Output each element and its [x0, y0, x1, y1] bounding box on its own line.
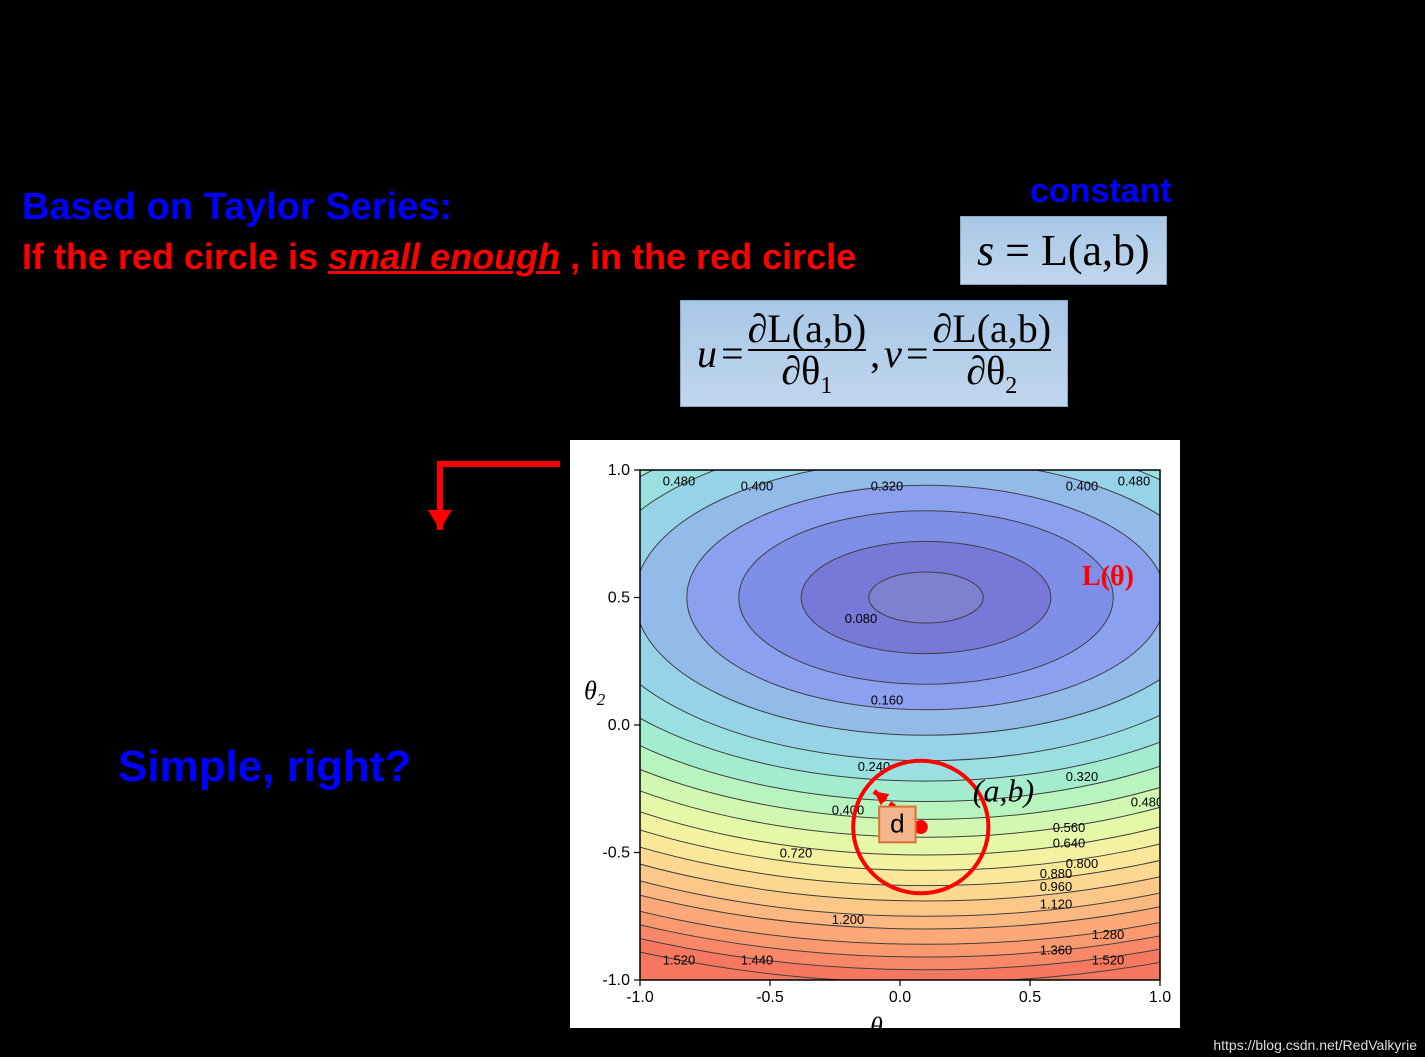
- red-arrow-down-icon: [400, 450, 580, 570]
- svg-text:L(θ): L(θ): [1082, 561, 1134, 592]
- red-sentence: If the red circle is small enough , in t…: [22, 236, 856, 278]
- svg-text:1.520: 1.520: [1092, 953, 1125, 968]
- eq-uv-box: u = ∂L(a,b) ∂θ1 , v = ∂L(a,b) ∂θ2: [680, 300, 1068, 407]
- svg-text:d: d: [890, 808, 904, 838]
- red-sentence-post: , in the red circle: [570, 236, 856, 277]
- eq-s-func: L: [1041, 226, 1068, 275]
- contour-svg: 0.0800.1600.2400.3200.3200.4000.4000.400…: [570, 440, 1180, 1028]
- svg-text:-0.5: -0.5: [602, 845, 630, 862]
- eq-u-lhs: u: [697, 330, 717, 377]
- constant-label: constant: [1030, 172, 1172, 211]
- simple-right-text: Simple, right?: [118, 742, 411, 792]
- eq-v-num-func: ∂L: [933, 306, 977, 351]
- svg-text:0.560: 0.560: [1053, 820, 1086, 835]
- svg-text:(a,b): (a,b): [973, 773, 1034, 809]
- svg-text:0.320: 0.320: [871, 478, 904, 493]
- eq-u-frac: ∂L(a,b) ∂θ1: [748, 309, 867, 398]
- eq-s-box: s = L(a,b): [960, 216, 1167, 285]
- svg-text:0.640: 0.640: [1053, 835, 1086, 850]
- svg-text:-0.5: -0.5: [756, 989, 784, 1006]
- eq-v-den: ∂θ: [966, 348, 1005, 393]
- eq-s-lhs: s: [977, 226, 994, 275]
- svg-text:0.720: 0.720: [780, 846, 813, 861]
- svg-text:0.400: 0.400: [741, 478, 774, 493]
- eq-u-num-args: (a,b): [792, 306, 866, 351]
- svg-text:0.0: 0.0: [608, 717, 630, 734]
- eq-v-frac: ∂L(a,b) ∂θ2: [933, 309, 1052, 398]
- xlabel: θ: [870, 1012, 883, 1042]
- eq-v-lhs: v: [884, 330, 902, 377]
- svg-text:1.280: 1.280: [1092, 927, 1125, 942]
- svg-text:-1.0: -1.0: [626, 989, 654, 1006]
- svg-text:0.5: 0.5: [1019, 989, 1041, 1006]
- svg-text:1.360: 1.360: [1040, 943, 1073, 958]
- eq-v-den-sub: 2: [1005, 373, 1017, 399]
- eq-v-num-args: (a,b): [977, 306, 1051, 351]
- svg-text:0.5: 0.5: [608, 590, 630, 607]
- eq-u-den: ∂θ: [781, 348, 820, 393]
- svg-text:1.200: 1.200: [832, 912, 865, 927]
- heading-taylor: Based on Taylor Series:: [22, 186, 452, 229]
- svg-text:0.0: 0.0: [889, 989, 911, 1006]
- svg-text:0.400: 0.400: [1066, 478, 1099, 493]
- svg-text:0.480: 0.480: [663, 473, 696, 488]
- eq-u-num-func: ∂L: [748, 306, 792, 351]
- svg-text:1.520: 1.520: [663, 953, 696, 968]
- svg-text:0.160: 0.160: [871, 693, 904, 708]
- svg-text:1.440: 1.440: [741, 953, 774, 968]
- red-sentence-pre: If the red circle is: [22, 236, 328, 277]
- ylabel: θ2: [584, 676, 605, 710]
- svg-text:1.0: 1.0: [1149, 989, 1171, 1006]
- svg-text:0.320: 0.320: [1066, 769, 1099, 784]
- svg-text:0.960: 0.960: [1040, 879, 1073, 894]
- svg-text:0.480: 0.480: [1118, 473, 1151, 488]
- contour-plot: 0.0800.1600.2400.3200.3200.4000.4000.400…: [570, 440, 1180, 1028]
- watermark: https://blog.csdn.net/RedValkyrie: [1213, 1037, 1417, 1053]
- svg-text:1.0: 1.0: [608, 462, 630, 479]
- red-sentence-em: small enough: [328, 236, 560, 277]
- svg-text:0.480: 0.480: [1131, 795, 1164, 810]
- eq-s-args: (a,b): [1068, 226, 1150, 275]
- svg-text:0.400: 0.400: [832, 802, 865, 817]
- svg-text:1.120: 1.120: [1040, 897, 1073, 912]
- eq-u-den-sub: 1: [820, 373, 832, 399]
- svg-text:-1.0: -1.0: [602, 972, 630, 989]
- svg-text:0.080: 0.080: [845, 611, 878, 626]
- slide: Based on Taylor Series: If the red circl…: [0, 0, 1425, 1057]
